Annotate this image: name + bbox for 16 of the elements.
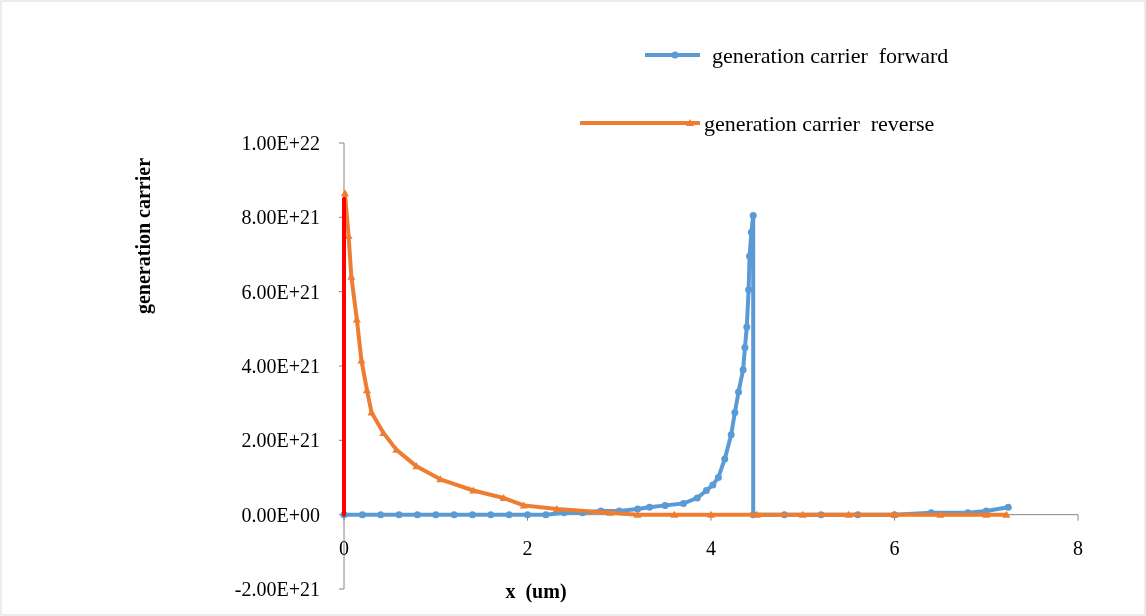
- x-tick-label: 0: [339, 536, 349, 559]
- y-tick-label: 8.00E+21: [241, 206, 320, 229]
- y-tick-label: 2.00E+21: [241, 429, 320, 452]
- y-tick-label: 6.00E+21: [241, 280, 320, 303]
- x-axis-title: x (um): [505, 580, 567, 603]
- y-tick-label: 4.00E+21: [241, 355, 320, 377]
- x-tick-label: 4: [706, 536, 716, 559]
- y-tick-label: 1.00E+22: [241, 132, 320, 154]
- x-tick-label: 2: [522, 536, 533, 559]
- legend-label: generation carrier forward: [712, 42, 949, 68]
- y-tick-label: -2.00E+21: [234, 578, 320, 600]
- y-tick-label: 0.00E+00: [241, 503, 320, 526]
- legend-label: generation carrier reverse: [704, 110, 935, 136]
- x-tick-label: 8: [1073, 536, 1083, 559]
- y-axis-title: generation carrier: [132, 157, 155, 315]
- x-tick-label: 6: [889, 536, 900, 559]
